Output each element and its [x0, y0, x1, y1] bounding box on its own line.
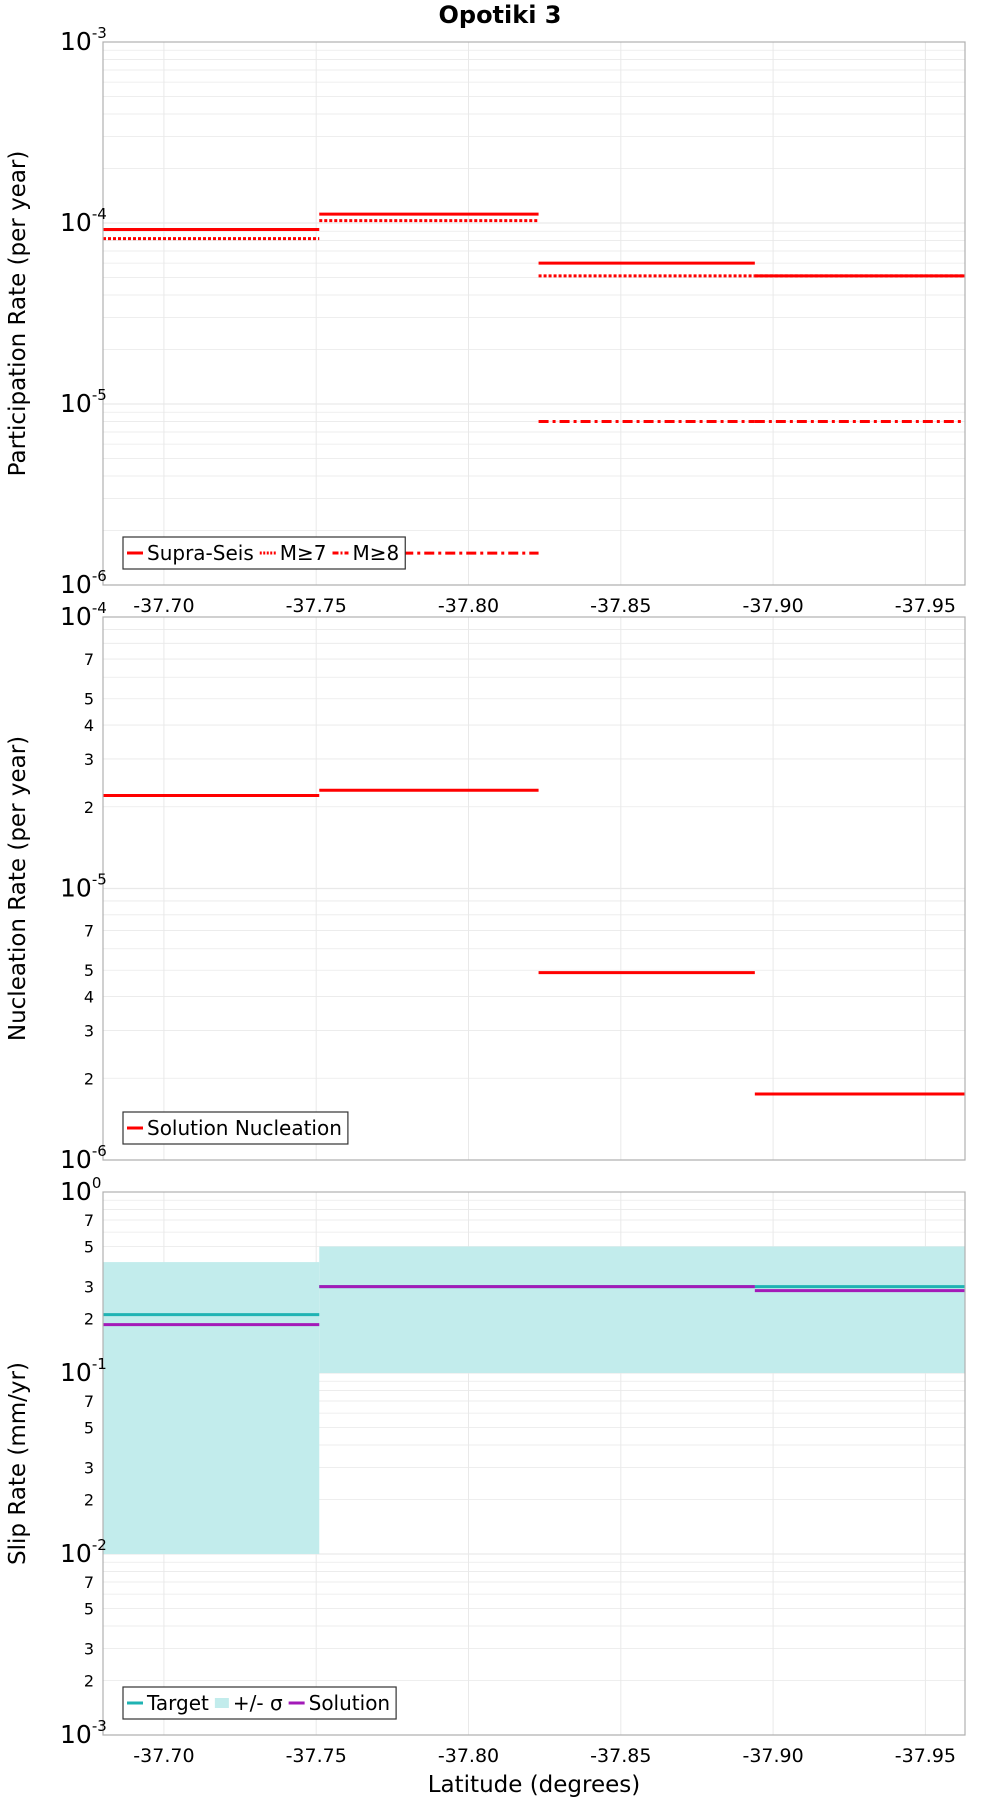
y-axis-label: Nucleation Rate (per year)	[5, 736, 31, 1041]
x-tick-label: -37.95	[895, 1745, 956, 1767]
y-tick-label: 10-5	[60, 386, 107, 418]
y-minor-tick-label: 5	[84, 1237, 94, 1256]
legend-label: Supra-Seis	[147, 541, 254, 565]
sigma-band	[103, 1262, 320, 1554]
y-minor-tick-label: 7	[84, 922, 94, 941]
panel-slip: 100 10-1 10-2 10-3 7 5 3 2 7 5 3 2 7 5 3 2 -37.70 -37.75 -…	[5, 1174, 966, 1767]
y-minor-tick-label: 2	[84, 1491, 94, 1510]
y-minor-tick-label: 7	[84, 1392, 94, 1411]
y-minor-tick-label: 3	[84, 1640, 94, 1659]
legend-label: Target	[146, 1691, 209, 1715]
y-tick-label: 10-3	[60, 1717, 107, 1749]
legend-label: Solution Nucleation	[147, 1116, 342, 1140]
plot-area	[103, 42, 965, 585]
legend-label: Solution	[309, 1691, 390, 1715]
x-tick-label: -37.95	[895, 595, 956, 617]
y-minor-tick-label: 5	[84, 961, 94, 980]
series-1	[103, 1285, 965, 1327]
y-tick-label: 10-4	[60, 599, 107, 631]
plot-frame	[102, 1191, 966, 1736]
legend-box	[122, 1686, 397, 1720]
y-minor-tick-label: 3	[84, 750, 94, 769]
plot-frame	[102, 616, 966, 1161]
legend-entry: Supra-Seis	[127, 541, 254, 565]
x-tick-label: -37.80	[438, 1745, 499, 1767]
y-minor-tick-label: 2	[84, 1672, 94, 1691]
x-tick-label: -37.75	[286, 595, 347, 617]
y-tick-label: 10-1	[60, 1355, 107, 1387]
y-minor-tick-label: 4	[84, 988, 94, 1007]
legend: Target +/- σ Solution	[122, 1686, 397, 1720]
x-tick-label: -37.85	[590, 1745, 651, 1767]
y-minor-tick-label: 2	[84, 1310, 94, 1329]
y-minor-tick-label: 4	[84, 716, 94, 735]
y-tick-label: 100	[60, 1174, 101, 1206]
plot-frame	[102, 41, 966, 586]
legend-label: M≥8	[353, 541, 400, 565]
legend-entry: M≥7	[259, 541, 327, 565]
x-tick-label: -37.75	[286, 1745, 347, 1767]
chart-panels: 10-3 10-4 10-5 10-6 -37.70 -37.75 -37.80 -37.85…	[5, 24, 966, 1767]
series-0	[103, 788, 965, 1096]
legend-entry: Solution	[288, 1691, 390, 1715]
y-tick-label: 10-2	[60, 1536, 107, 1568]
x-tick-label: -37.85	[590, 595, 651, 617]
y-tick-label: 10-3	[60, 24, 107, 56]
legend-entry: Solution Nucleation	[127, 1116, 342, 1140]
legend-entry: M≥8	[332, 541, 400, 565]
grid	[103, 617, 965, 1161]
legend-label: M≥7	[280, 541, 327, 565]
y-minor-tick-label: 7	[84, 1573, 94, 1592]
y-minor-tick-label: 7	[84, 1211, 94, 1230]
y-minor-tick-label: 7	[84, 650, 94, 669]
y-minor-tick-label: 2	[84, 1069, 94, 1088]
y-tick-label: 10-5	[60, 871, 107, 903]
legend-entry: +/- σ	[214, 1691, 283, 1715]
legend: Supra-Seis M≥7 M≥8	[122, 536, 406, 570]
panel-participation: 10-3 10-4 10-5 10-6 -37.70 -37.75 -37.80 -37.85…	[5, 24, 966, 617]
y-minor-tick-label: 5	[84, 1418, 94, 1437]
legend-entry: Target	[127, 1691, 209, 1715]
y-axis-label: Slip Rate (mm/yr)	[5, 1362, 31, 1565]
x-tick-label: -37.90	[742, 595, 803, 617]
y-minor-tick-label: 3	[84, 1278, 94, 1297]
x-tick-label: -37.80	[438, 595, 499, 617]
y-minor-tick-label: 3	[84, 1459, 94, 1478]
y-minor-tick-label: 3	[84, 1021, 94, 1040]
legend: Solution Nucleation	[122, 1111, 349, 1145]
y-minor-tick-label: 2	[84, 798, 94, 817]
y-tick-label: 10-4	[60, 205, 107, 237]
chart-title: Opotiki 3	[438, 1, 561, 29]
x-tick-label: -37.90	[742, 1745, 803, 1767]
y-axis-label: Participation Rate (per year)	[5, 151, 31, 477]
y-tick-label: 10-6	[60, 567, 107, 599]
legend-label: +/- σ	[233, 1691, 283, 1715]
grid	[103, 42, 965, 586]
x-tick-label: -37.70	[133, 595, 194, 617]
x-tick-label: -37.70	[133, 1745, 194, 1767]
legend-swatch	[214, 1698, 229, 1708]
sigma-band	[319, 1246, 965, 1373]
series-1	[103, 219, 965, 278]
x-axis-label: Latitude (degrees)	[428, 1772, 641, 1798]
panel-nucleation: 10-4 10-5 10-6 7 5 4 3 2 7 5 4 3 2 Nucleation Rate (p…	[5, 599, 966, 1174]
y-tick-label: 10-6	[60, 1142, 107, 1174]
y-minor-tick-label: 5	[84, 690, 94, 709]
y-minor-tick-label: 5	[84, 1599, 94, 1618]
legend-box	[122, 1111, 349, 1145]
